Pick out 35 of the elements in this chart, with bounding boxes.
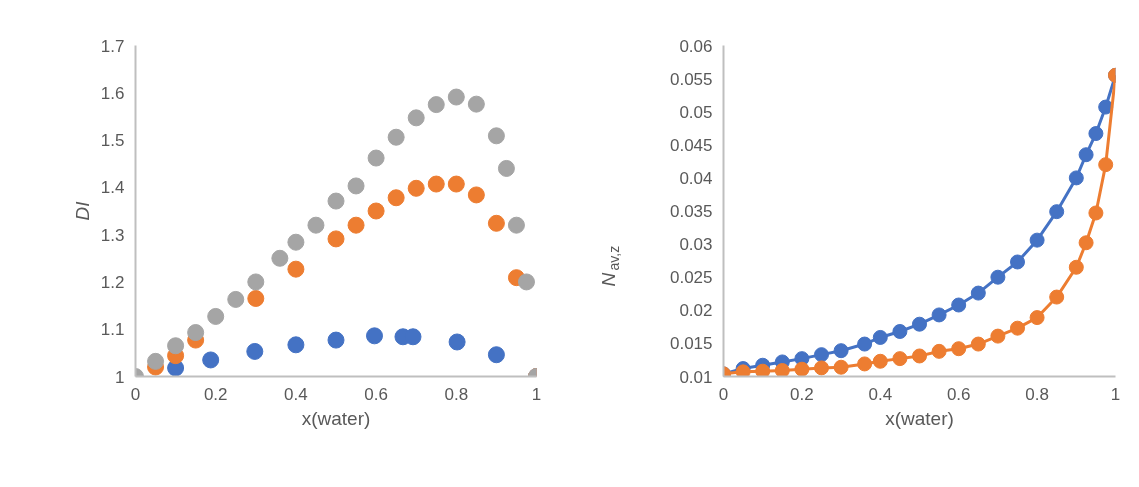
y-tick-label: 1.4 [100, 178, 125, 198]
x-axis-title: x(water) [301, 407, 371, 429]
y-axis-title: Nav,z [598, 245, 622, 287]
y-tick-label: 0.06 [679, 36, 713, 56]
x-tick-label: 0.2 [203, 384, 228, 404]
y-tick-label: 0.045 [669, 135, 713, 155]
x-tick-label: 0.4 [868, 384, 893, 404]
x-tick-label: 0.2 [790, 384, 814, 404]
y-tick-label: 1.3 [100, 225, 125, 245]
y-tick-label: 0.05 [679, 102, 713, 122]
y-tick-label: 1.6 [100, 83, 125, 103]
y-tick-label: 1.5 [100, 131, 125, 151]
x-tick-label: 0.6 [364, 384, 388, 404]
x-tick-label: 1 [531, 384, 542, 404]
x-tick-label: 0.8 [444, 384, 469, 404]
y-tick-label: 0.01 [679, 367, 713, 387]
x-tick-label: 0 [718, 384, 729, 404]
y-tick-label: 0.015 [669, 334, 713, 354]
x-tick-label: 0.4 [284, 384, 308, 404]
y-axis-title: DI [71, 200, 93, 221]
y-tick-label: 1.1 [100, 320, 125, 340]
y-tick-label: 0.035 [669, 202, 713, 221]
y-tick-label: 1.7 [100, 36, 125, 56]
x-tick-label: 0.8 [1025, 384, 1049, 404]
y-tick-label: 0.025 [669, 268, 713, 288]
y-tick-label: 0.02 [679, 301, 713, 321]
x-axis-title: x(water) [885, 407, 954, 429]
y-tick-label: 1 [115, 367, 125, 387]
x-tick-label: 0 [130, 384, 141, 404]
x-tick-label: 1 [1110, 384, 1121, 404]
x-tick-label: 0.6 [946, 384, 971, 404]
y-tick-label: 0.04 [679, 168, 713, 188]
y-tick-label: 0.03 [679, 235, 713, 255]
y-tick-label: 0.055 [669, 69, 713, 89]
y-tick-label: 1.2 [100, 272, 125, 292]
